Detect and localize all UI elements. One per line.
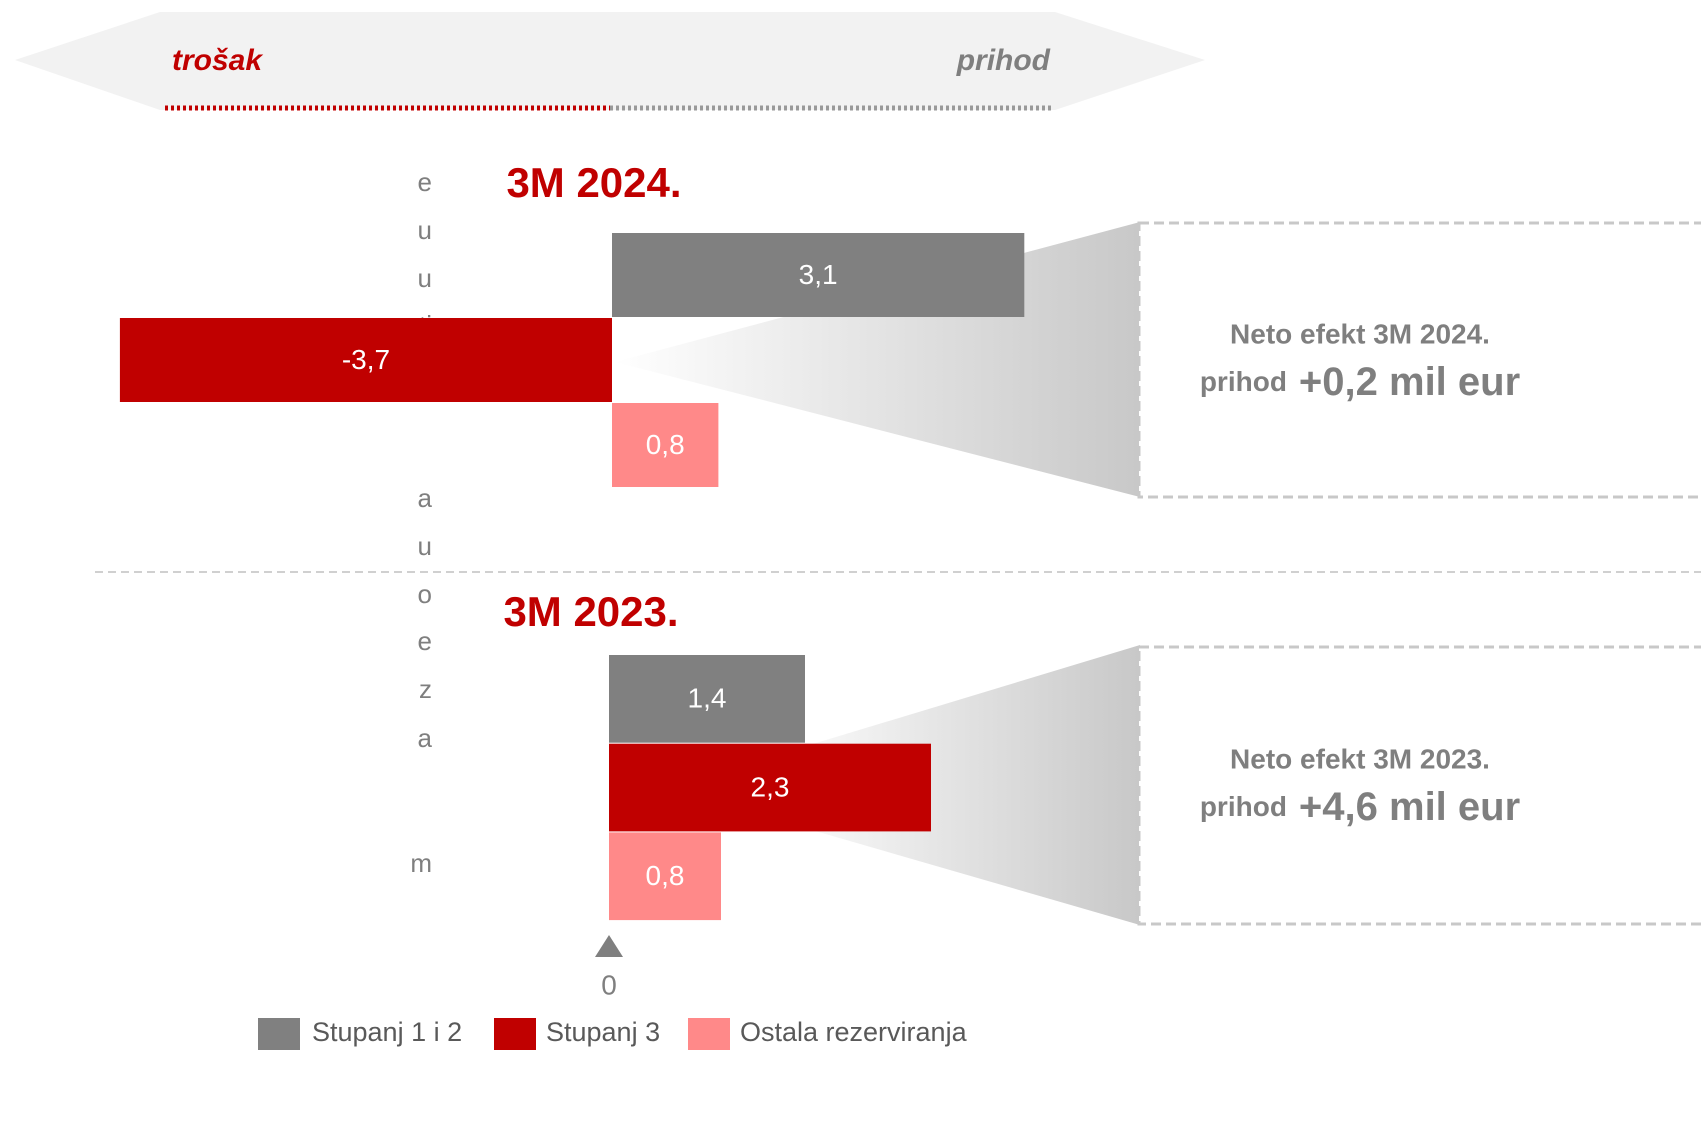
bar (612, 233, 1025, 317)
funnel (760, 645, 1140, 925)
side-text-fragment: u (418, 531, 432, 561)
side-text-fragment: e (418, 167, 432, 197)
side-text-fragment: z (419, 674, 432, 704)
legend-label: Ostala rezerviranja (740, 1017, 968, 1047)
net-effect-box (1137, 645, 1701, 926)
net-effect-title: Neto efekt 3M 2023. (1230, 743, 1490, 774)
net-effect-title: Neto efekt 3M 2024. (1230, 318, 1490, 349)
value-label: 3,1 (799, 259, 838, 290)
chart-title: 3M 2023. (503, 588, 678, 635)
value-label: 0,8 (646, 860, 685, 891)
income-label: prihod (956, 44, 1051, 77)
side-text-fragment: a (418, 483, 433, 513)
value-label: 1,4 (688, 683, 727, 714)
value-label: 2,3 (751, 771, 790, 802)
net-effect-box (1137, 221, 1701, 499)
zero-marker (595, 935, 623, 957)
chart-title: 3M 2024. (506, 159, 681, 206)
legend-label: Stupanj 1 i 2 (312, 1017, 462, 1047)
net-effect-prefix: prihod (1200, 791, 1287, 822)
bar (612, 403, 719, 487)
net-effect-prefix: prihod (1200, 366, 1287, 397)
side-text-fragment: o (418, 579, 432, 609)
side-text-fragment: m (410, 848, 432, 878)
value-label: -3,7 (342, 344, 390, 375)
bar (119, 318, 613, 402)
x-tick-label: 0 (601, 969, 617, 1000)
legend-swatch (258, 1018, 300, 1050)
net-effect-value: prihod +4,6 mil eur (1200, 785, 1520, 829)
net-effect-value: prihod +0,2 mil eur (1200, 360, 1520, 404)
net-effect-amount: +4,6 mil eur (1299, 785, 1520, 829)
bar (609, 743, 931, 832)
side-text-fragment: u (418, 215, 432, 245)
cost-label: trošak (172, 44, 263, 77)
side-text-fragment: a (418, 723, 433, 753)
side-text-fragment: e (418, 626, 432, 656)
bar (609, 832, 721, 921)
legend-label: Stupanj 3 (546, 1017, 660, 1047)
value-label: 0,8 (646, 429, 685, 460)
direction-arrow (15, 12, 1205, 110)
side-text-fragment: u (418, 263, 432, 293)
net-effect-amount: +0,2 mil eur (1299, 360, 1520, 404)
legend-swatch (688, 1018, 730, 1050)
bar (609, 655, 805, 743)
legend-swatch (494, 1018, 536, 1050)
